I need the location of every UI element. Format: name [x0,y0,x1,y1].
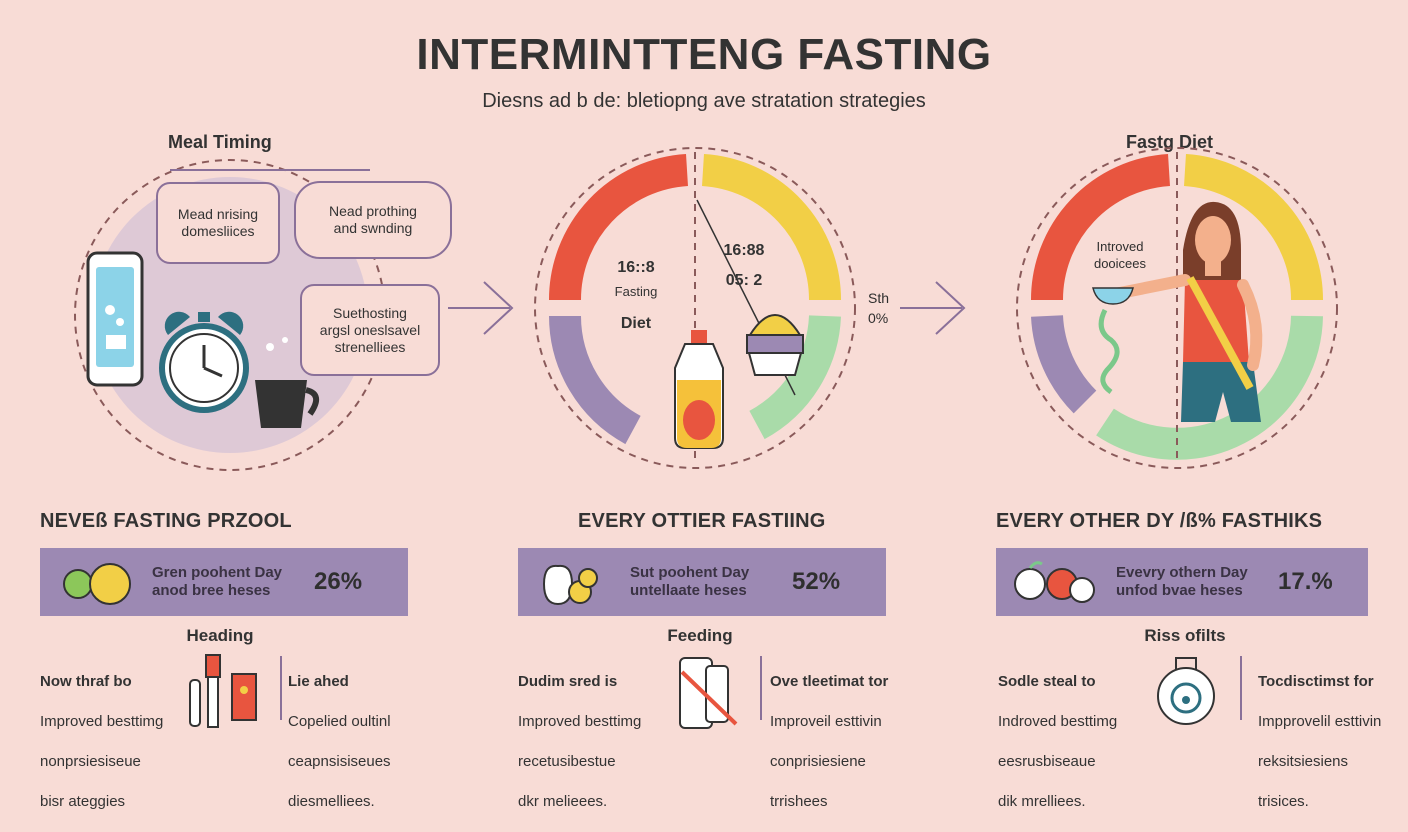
meal-timing-label: Meal Timing [168,132,272,152]
kettlebell-icon [1157,657,1215,725]
banner-2: Sut poohent Day untellaate heses 52% [518,548,886,616]
sub-heading-2: Feeding [667,626,733,645]
fruit-icon [542,564,598,606]
ring-segment-purple [549,315,642,445]
diet-ring-chart [534,147,856,469]
page-title: INTERMINTTENG FASTING [416,30,992,79]
sub-heading-3: Riss ofilts [1144,626,1226,645]
banner-2-text: Sut poohent Day untellaate heses [630,564,750,599]
fasting-diet-label: Fastg Diet [1126,132,1214,152]
woman-figure-icon [1092,201,1263,422]
banner-3-percent: 17.% [1278,568,1333,595]
fruit-icon [63,563,131,605]
sub-heading-1: Heading [186,626,254,645]
apples-icon [1014,561,1095,603]
banner-1-text: Gren poohent Day anod bree heses [152,564,283,599]
no-phone-icon [679,657,738,729]
diet-ring-left-text: 16::8 Fasting Diet [614,259,658,332]
arrow-right-icon [448,281,514,335]
speech-bubble-2: Nead prothing and swnding [294,181,452,259]
banner-1-percent: 26% [314,568,363,595]
section-heading-2: EVERY OTTIER FASTIING [578,510,826,532]
note-1-right: Lie ahed Copelied oultinl ceapnsisiseues… [288,673,391,810]
banner-3-text: Evevry othern Day unfod bvae heses [1116,564,1248,599]
diet-ring-side-text: Sth 0% [868,290,890,326]
alarm-clock-icon [159,311,249,413]
divider [760,656,762,720]
ring-segment-green [749,314,841,440]
ring-segment-yellow [701,154,842,301]
page-subtitle: Diesns ad b de: bletiopng ave stratation… [482,90,926,112]
speech-bubble-3: Suethosting argsl oneslsavel strenelliee… [300,284,440,376]
section-heading-1: NEVEß FASTING PRZOOL [40,510,292,532]
note-2-right: Ove tleetimat tor Improveil esttivin con… [770,673,889,810]
banner-2-percent: 52% [792,568,841,595]
speech-bubble-1: Mead nrising domesliices [156,182,280,264]
note-3-left: Sodle steal to Indroved besttimg eesrusb… [998,673,1118,810]
juice-bottle-icon [674,330,724,449]
note-3-right: Tocdisctimst for Impprovelil esttivin re… [1258,673,1382,810]
phone-icon [86,251,144,387]
dessert-cup-icon [746,314,804,376]
tools-icon [189,654,257,728]
banner-3: Evevry othern Day unfod bvae heses 17.% [996,548,1368,616]
section-heading-3: EVERY OTHER DY /ß% FASTHIKS [996,510,1323,532]
ring-segment-red [548,154,689,301]
note-2-left: Dudim sred is Improved besttimg recetusi… [518,673,642,810]
diet-ring-right-text: 16:88 05: 2 [723,242,765,289]
divider [280,656,282,720]
coffee-cup-icon [255,337,319,428]
divider [1240,656,1242,720]
note-1-left: Now thraf bo Improved besttimg nonprsies… [40,673,164,810]
fasting-diet-ring-text: Introved dooicees [1093,239,1147,271]
fasting-diet-ring [1016,147,1338,469]
arrow-right-icon [900,281,966,335]
banner-1: Gren poohent Day anod bree heses 26% [40,548,408,616]
